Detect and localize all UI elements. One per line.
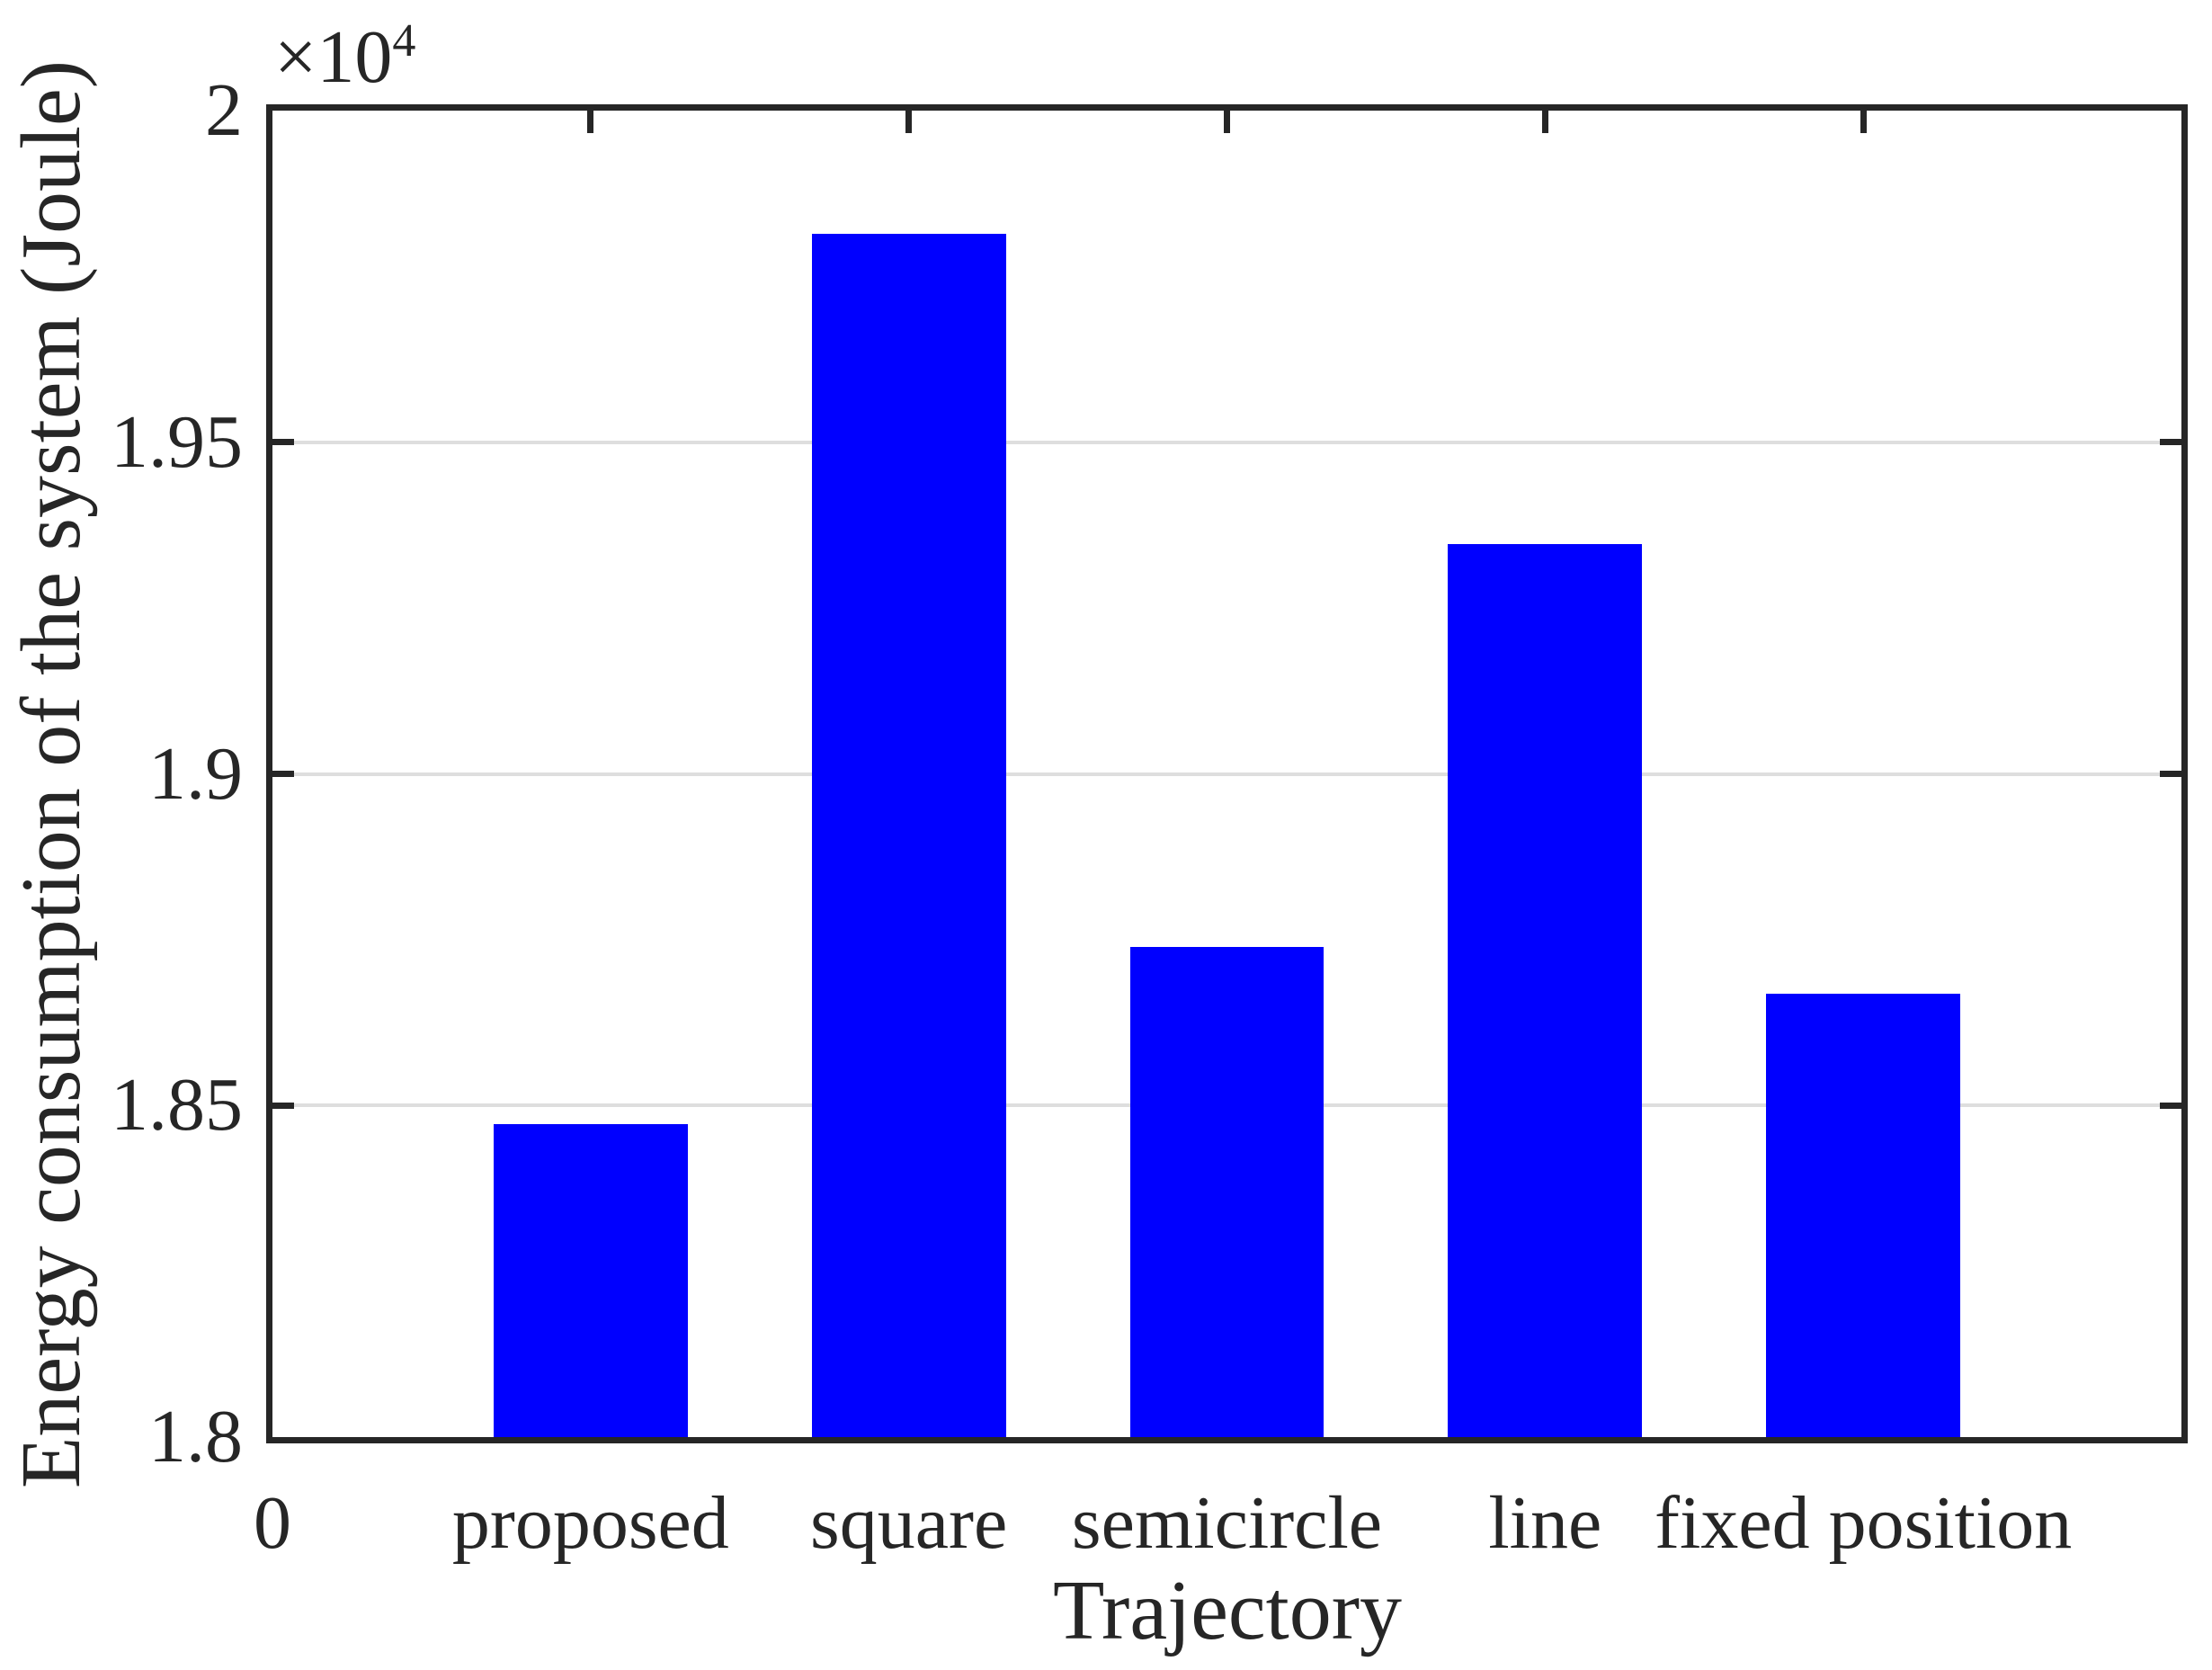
x-tick-label-fixed-position: fixed position xyxy=(1655,1481,2073,1565)
bar-semicircle xyxy=(1129,947,1325,1437)
bar-square xyxy=(811,234,1006,1437)
gridline-1.9 xyxy=(272,772,2181,776)
y-tick-right-1.95 xyxy=(2160,439,2181,446)
x-tick-label-square: square xyxy=(810,1481,1008,1565)
y-tick-label-1.8: 1.8 xyxy=(148,1395,243,1478)
x-tick-label-semicircle: semicircle xyxy=(1071,1481,1383,1565)
y-tick-label-2: 2 xyxy=(205,68,243,152)
y-axis-offset-label: ×104 xyxy=(274,17,415,95)
y-tick-label-1.85: 1.85 xyxy=(111,1063,243,1148)
bar-line xyxy=(1448,544,1643,1437)
x-tick-label-proposed: proposed xyxy=(451,1481,729,1565)
gridline-1.95 xyxy=(272,440,2181,444)
x-tick-label-line: line xyxy=(1488,1481,1602,1565)
x-tick-top-semicircle xyxy=(1224,111,1230,133)
y-tick-label-1.95: 1.95 xyxy=(111,399,243,484)
y-tick-right-1.9 xyxy=(2160,771,2181,777)
y-tick-left-1.9 xyxy=(272,771,294,777)
y-tick-left-1.95 xyxy=(272,439,294,446)
y-tick-label-1.9: 1.9 xyxy=(148,731,243,816)
x-axis-label: Trajectory xyxy=(1052,1564,1403,1657)
x-tick-label-0: 0 xyxy=(254,1481,291,1565)
x-tick-top-square xyxy=(905,111,913,133)
x-tick-top-proposed xyxy=(587,111,594,133)
x-tick-top-fixed-position xyxy=(1860,111,1867,133)
y-tick-right-1.85 xyxy=(2160,1102,2181,1109)
bar-fixed-position xyxy=(1766,993,1961,1437)
x-tick-top-line xyxy=(1541,111,1548,133)
chart-layer xyxy=(272,111,2181,1437)
y-axis-offset-exponent: 4 xyxy=(392,15,416,67)
y-tick-left-1.85 xyxy=(272,1102,294,1109)
bar-proposed xyxy=(493,1123,688,1437)
y-axis-offset-base: ×10 xyxy=(274,15,393,99)
